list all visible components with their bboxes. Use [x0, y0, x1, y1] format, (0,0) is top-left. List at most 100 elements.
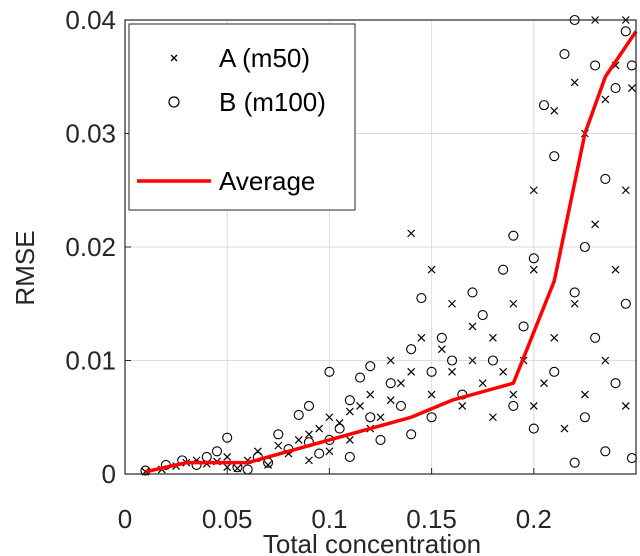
point-b: [620, 298, 631, 309]
point-a: [529, 401, 538, 410]
point-a: [427, 390, 436, 399]
point-b: [201, 451, 212, 463]
point-b: [620, 26, 631, 37]
point-a: [601, 356, 610, 365]
point-a: [550, 106, 559, 115]
point-b: [211, 446, 223, 457]
point-b: [569, 287, 580, 298]
point-b: [406, 429, 417, 440]
point-a: [427, 265, 436, 274]
point-b: [528, 423, 539, 434]
point-a: [366, 390, 375, 399]
point-a: [305, 430, 313, 439]
point-b: [600, 446, 611, 457]
point-a: [621, 186, 630, 195]
point-a: [529, 186, 538, 195]
point-b: [579, 241, 590, 253]
point-a: [407, 367, 416, 376]
point-a: [417, 333, 426, 342]
point-b: [355, 372, 366, 383]
point-a: [386, 356, 395, 365]
legend-label-average: Average: [219, 166, 315, 196]
point-b: [549, 151, 560, 162]
point-a: [315, 424, 324, 433]
legend-marker-a: [170, 54, 178, 62]
legend-marker-b: [168, 96, 180, 108]
point-a: [591, 220, 600, 229]
point-b: [498, 264, 509, 275]
legend-label-b: B (m100): [219, 87, 326, 117]
point-a: [570, 299, 579, 308]
point-a: [437, 345, 446, 354]
point-b: [590, 332, 601, 343]
point-a: [305, 456, 313, 465]
point-b: [344, 451, 355, 463]
point-b: [579, 412, 590, 423]
x-axis-ticks: 0 0.05 0.1 0.15 0.2: [118, 468, 552, 534]
point-b: [569, 457, 580, 468]
point-b: [518, 321, 529, 332]
point-a: [509, 299, 518, 308]
point-a: [529, 265, 538, 274]
point-a: [325, 447, 334, 456]
point-a: [335, 419, 344, 427]
point-b: [590, 60, 601, 71]
point-b: [559, 48, 570, 60]
x-tick-label: 0.2: [516, 504, 552, 534]
point-b: [293, 409, 304, 421]
point-a: [621, 401, 630, 410]
y-tick-label: 0.03: [65, 119, 116, 149]
legend: A (m50) B (m100) Average: [128, 23, 356, 211]
point-b: [324, 366, 335, 377]
point-a: [468, 356, 477, 365]
point-b: [273, 429, 284, 440]
point-a: [345, 407, 354, 416]
point-b: [549, 366, 560, 377]
point-a: [560, 424, 569, 433]
point-a: [627, 84, 636, 93]
point-a: [601, 95, 610, 104]
point-b: [508, 400, 519, 411]
point-a: [223, 463, 232, 472]
point-a: [253, 447, 262, 456]
x-tick-label: 0.1: [311, 504, 347, 534]
point-b: [375, 434, 386, 446]
point-b: [191, 459, 202, 470]
point-a: [356, 401, 364, 410]
point-a: [570, 78, 579, 87]
point-a: [458, 401, 467, 410]
point-b: [626, 453, 637, 464]
point-a: [499, 367, 508, 376]
y-tick-label: 0.04: [65, 5, 116, 35]
point-a: [611, 265, 620, 274]
point-a: [448, 367, 456, 376]
point-b: [610, 378, 621, 389]
point-b: [303, 400, 315, 411]
point-a: [550, 333, 559, 342]
point-b: [334, 423, 345, 434]
y-tick-label: 0.01: [65, 346, 116, 376]
x-tick-label: 0.05: [202, 504, 253, 534]
x-tick-label: 0.15: [406, 504, 457, 534]
point-a: [325, 413, 334, 422]
point-a: [264, 460, 273, 469]
point-b: [222, 432, 233, 443]
average-line: [145, 30, 638, 474]
point-b: [242, 464, 253, 475]
legend-box: [128, 23, 356, 211]
point-a: [294, 436, 303, 444]
point-b: [467, 287, 478, 298]
point-b: [477, 310, 488, 321]
point-a: [274, 441, 283, 450]
point-b: [395, 400, 406, 411]
point-b: [528, 253, 539, 264]
point-a: [488, 413, 497, 422]
y-axis-ticks: 0 0.01 0.02 0.03 0.04: [65, 5, 131, 489]
point-b: [365, 412, 376, 423]
x-tick-label: 0: [118, 504, 132, 534]
point-a: [397, 379, 405, 388]
point-b: [416, 293, 427, 304]
point-a: [540, 379, 548, 388]
point-a: [580, 390, 589, 399]
point-a: [386, 396, 395, 405]
